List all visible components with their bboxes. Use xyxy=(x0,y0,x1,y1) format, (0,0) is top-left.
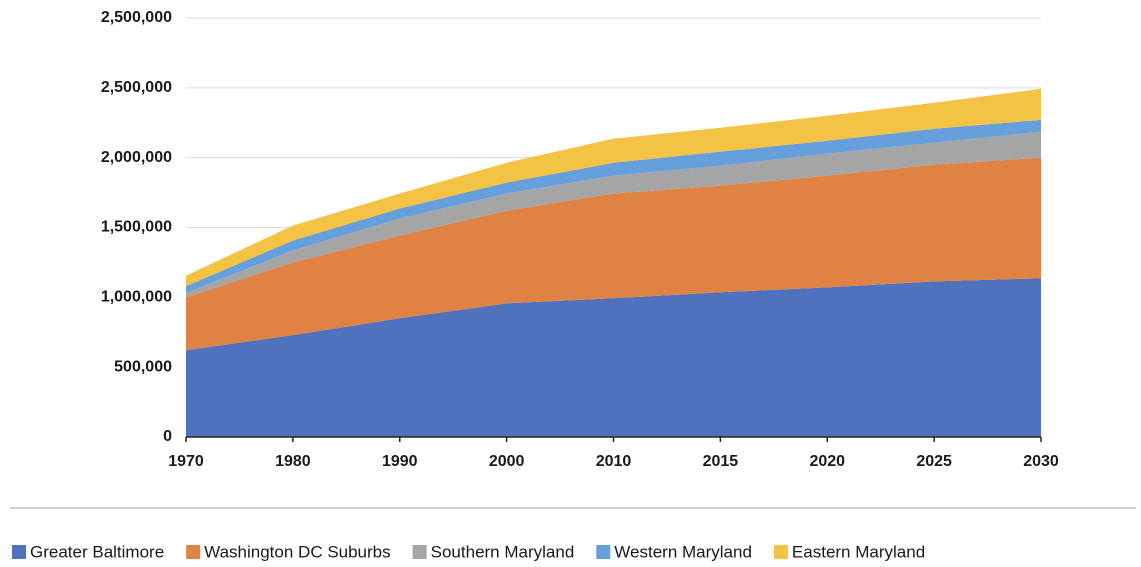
y-tick-label: 0 xyxy=(163,428,172,445)
y-tick-label: 2,500,000 xyxy=(101,9,172,26)
x-tick-label: 2010 xyxy=(596,453,632,470)
area xyxy=(186,157,1041,351)
y-tick-label: 2,000,000 xyxy=(101,149,172,166)
area xyxy=(186,131,1041,298)
legend-label: Greater Baltimore xyxy=(30,542,164,561)
legend-swatch xyxy=(596,545,611,559)
area xyxy=(186,119,1041,294)
legend-swatch xyxy=(773,545,788,559)
x-tick-label: 2015 xyxy=(703,453,739,470)
legend-swatch xyxy=(186,545,201,559)
x-tick-label: 1990 xyxy=(382,453,418,470)
y-tick-label: 2,500,000 xyxy=(101,79,172,96)
x-tick-label: 1970 xyxy=(168,453,204,470)
legend-label: Washington DC Suburbs xyxy=(204,542,390,561)
y-tick-label: 1,000,000 xyxy=(101,289,172,306)
legend-label: Western Maryland xyxy=(614,542,752,561)
x-tick-label: 2025 xyxy=(916,453,952,470)
x-tick-label: 2030 xyxy=(1023,453,1059,470)
y-tick-label: 500,000 xyxy=(114,358,172,375)
area xyxy=(186,88,1041,287)
legend-swatch xyxy=(412,545,427,559)
x-tick-label: 2020 xyxy=(809,453,845,470)
y-tick-label: 1,500,000 xyxy=(101,219,172,236)
x-tick-label: 1980 xyxy=(275,453,311,470)
legend-label: Southern Maryland xyxy=(431,542,575,561)
area xyxy=(186,278,1041,437)
x-tick-label: 2000 xyxy=(489,453,525,470)
legend-label: Eastern Maryland xyxy=(792,542,925,561)
legend-swatch xyxy=(12,545,26,559)
